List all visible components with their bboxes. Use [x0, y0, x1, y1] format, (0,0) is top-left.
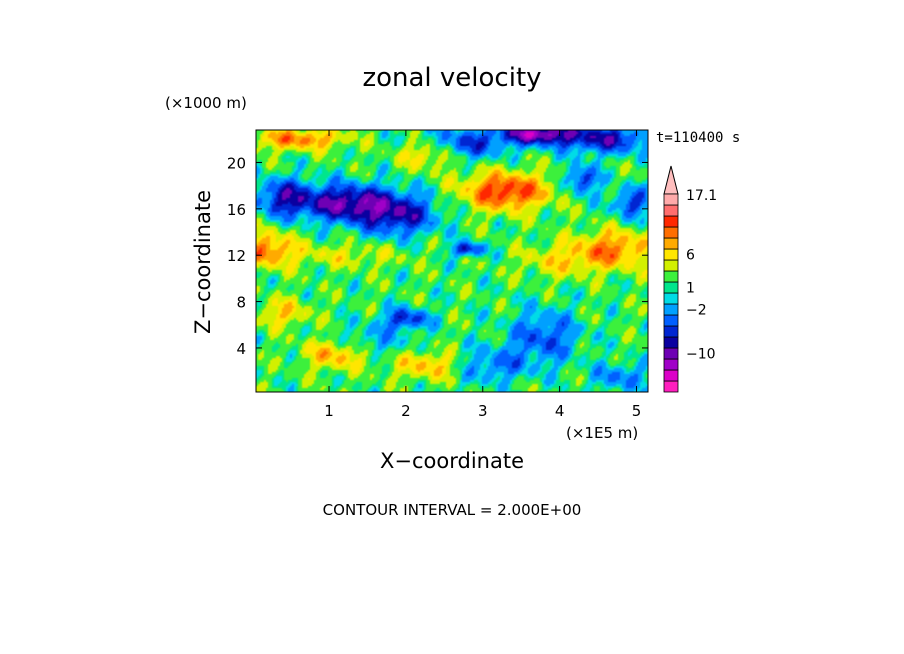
y-tick-label: 16 [227, 201, 246, 219]
y-axis-label: Z−coordinate [191, 190, 215, 334]
colorbar-swatch [663, 303, 679, 316]
colorbar-label: 1 [686, 281, 695, 297]
x-tick-label: 1 [324, 402, 334, 420]
time-label: t=110400 s [656, 130, 740, 146]
colorbar-swatch [663, 259, 679, 272]
colorbar-swatch [663, 281, 679, 294]
colorbar-swatch [663, 215, 679, 228]
x-tick-label: 3 [478, 402, 488, 420]
contour-interval-footer: CONTOUR INTERVAL = 2.000E+00 [323, 501, 582, 519]
colorbar-swatch [663, 369, 679, 382]
colorbar-swatch [663, 292, 679, 305]
colorbar-swatch [663, 204, 679, 217]
velocity-field [256, 130, 648, 392]
colorbar-label: −10 [686, 347, 716, 363]
plot-frame [255, 129, 649, 393]
colorbar-swatch [663, 193, 679, 206]
y-tick-label: 20 [227, 154, 246, 172]
colorbar-label: 6 [686, 248, 695, 264]
y-tick-label: 8 [236, 294, 246, 312]
x-tick-label: 4 [555, 402, 565, 420]
y-tick-label: 4 [236, 340, 246, 358]
colorbar-swatch [663, 336, 679, 349]
x-axis-label: X−coordinate [380, 449, 524, 473]
colorbar [663, 165, 679, 393]
colorbar-swatch [663, 347, 679, 360]
colorbar-swatch [663, 237, 679, 250]
y-tick-label: 12 [227, 247, 246, 265]
colorbar-swatch [663, 325, 679, 338]
colorbar-swatch [663, 248, 679, 261]
x-scale-label: (×1E5 m) [566, 424, 638, 442]
colorbar-swatch [663, 226, 679, 239]
colorbar-overflow-triangle [663, 165, 679, 195]
x-tick-label: 2 [401, 402, 411, 420]
colorbar-swatch [663, 270, 679, 283]
plot-area [255, 129, 649, 393]
colorbar-swatch [663, 358, 679, 371]
colorbar-label: −2 [686, 303, 707, 319]
x-tick-label: 5 [632, 402, 642, 420]
y-axis-ticks: 4 8 12 16 20 [227, 154, 648, 358]
colorbar-label: 17.1 [686, 188, 717, 204]
y-scale-label: (×1000 m) [165, 94, 247, 112]
colorbar-swatch [663, 380, 679, 393]
chart-title: zonal velocity [362, 63, 541, 93]
colorbar-swatch [663, 314, 679, 327]
colorbar-labels: 17.1 6 1 −2 −10 [686, 188, 717, 363]
x-axis-ticks: 1 2 3 4 5 [324, 130, 641, 420]
